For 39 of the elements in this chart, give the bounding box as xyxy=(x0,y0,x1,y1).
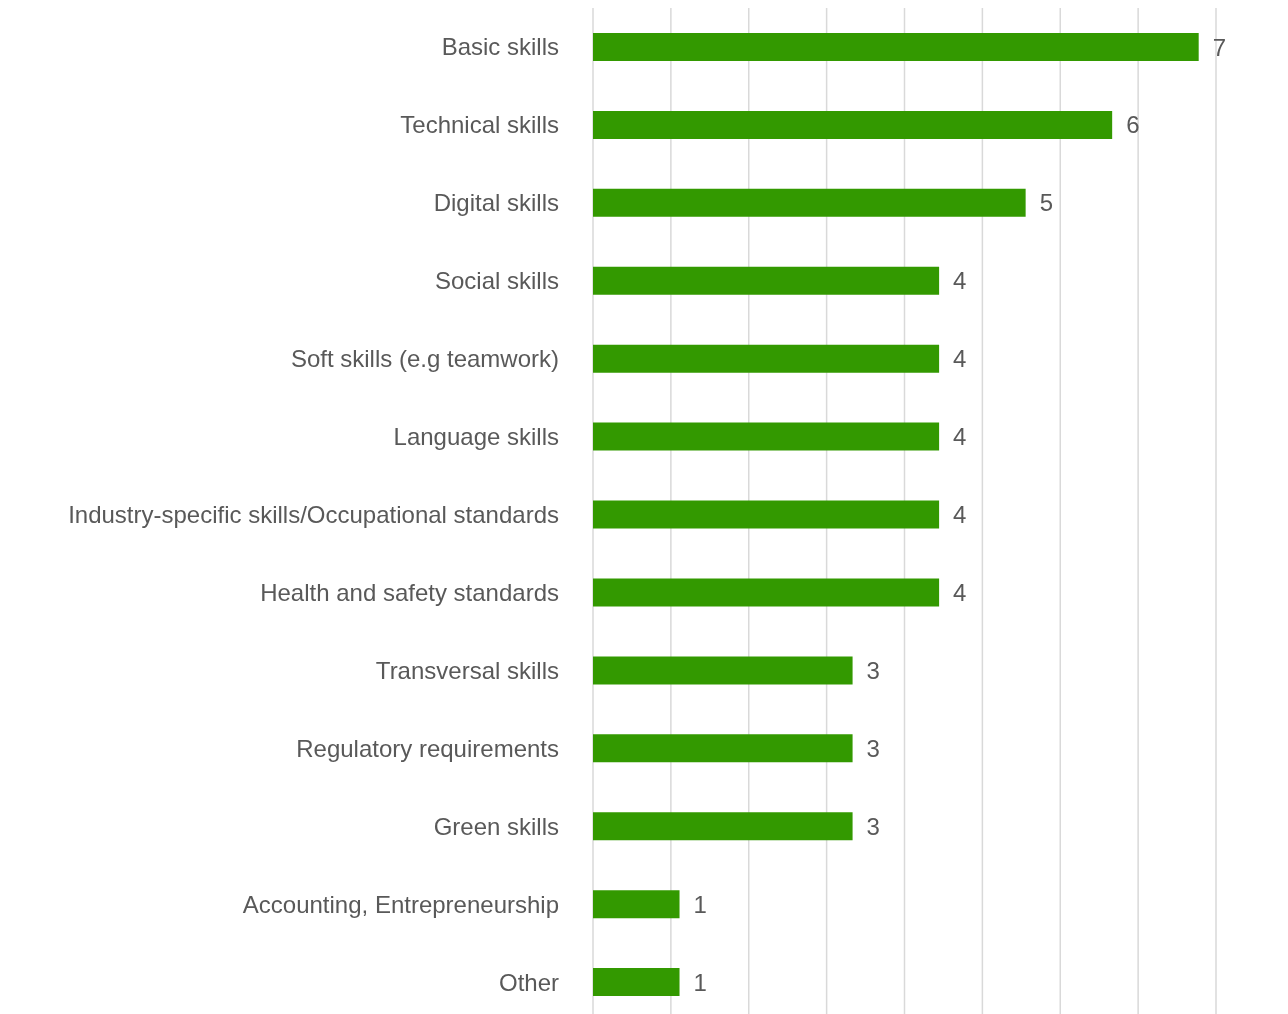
bar xyxy=(593,812,853,841)
bar xyxy=(593,188,1026,217)
y-tick-label: Language skills xyxy=(393,423,559,451)
y-tick-label: Regulatory requirements xyxy=(296,734,559,762)
data-label: 3 xyxy=(866,812,880,840)
bar xyxy=(593,500,940,529)
y-tick-label: Social skills xyxy=(434,267,559,295)
y-tick-label: Other xyxy=(498,968,559,996)
bar xyxy=(593,344,940,373)
bar xyxy=(593,266,940,295)
data-label: 3 xyxy=(866,656,880,684)
data-label: 1 xyxy=(693,968,707,996)
bar xyxy=(593,968,680,997)
bar xyxy=(593,734,853,763)
data-label: 6 xyxy=(1126,111,1140,139)
y-tick-label: Soft skills (e.g teamwork) xyxy=(290,345,559,373)
data-label: 4 xyxy=(953,578,967,606)
data-label: 3 xyxy=(866,734,880,762)
data-label: 4 xyxy=(953,267,967,295)
data-label: 4 xyxy=(953,345,967,373)
y-tick-label: Basic skills xyxy=(441,33,559,61)
y-tick-label: Accounting, Entrepreneurship xyxy=(242,890,559,918)
data-label: 5 xyxy=(1039,189,1053,217)
bar xyxy=(593,890,680,919)
y-tick-label: Transversal skills xyxy=(375,656,559,684)
y-tick-label: Industry-specific skills/Occupational standards xyxy=(68,501,559,529)
data-label: 1 xyxy=(693,890,707,918)
y-tick-label: Health and safety standards xyxy=(260,578,559,606)
bar xyxy=(593,110,1113,139)
bar xyxy=(593,656,853,685)
y-tick-label: Technical skills xyxy=(400,111,559,139)
data-label: 7 xyxy=(1212,33,1227,61)
y-tick-label: Digital skills xyxy=(433,189,559,217)
bar xyxy=(593,422,940,451)
bar xyxy=(593,578,940,607)
bar xyxy=(593,33,1199,61)
data-label: 4 xyxy=(953,501,967,529)
y-tick-label: Green skills xyxy=(433,812,559,840)
data-label: 4 xyxy=(953,423,967,451)
